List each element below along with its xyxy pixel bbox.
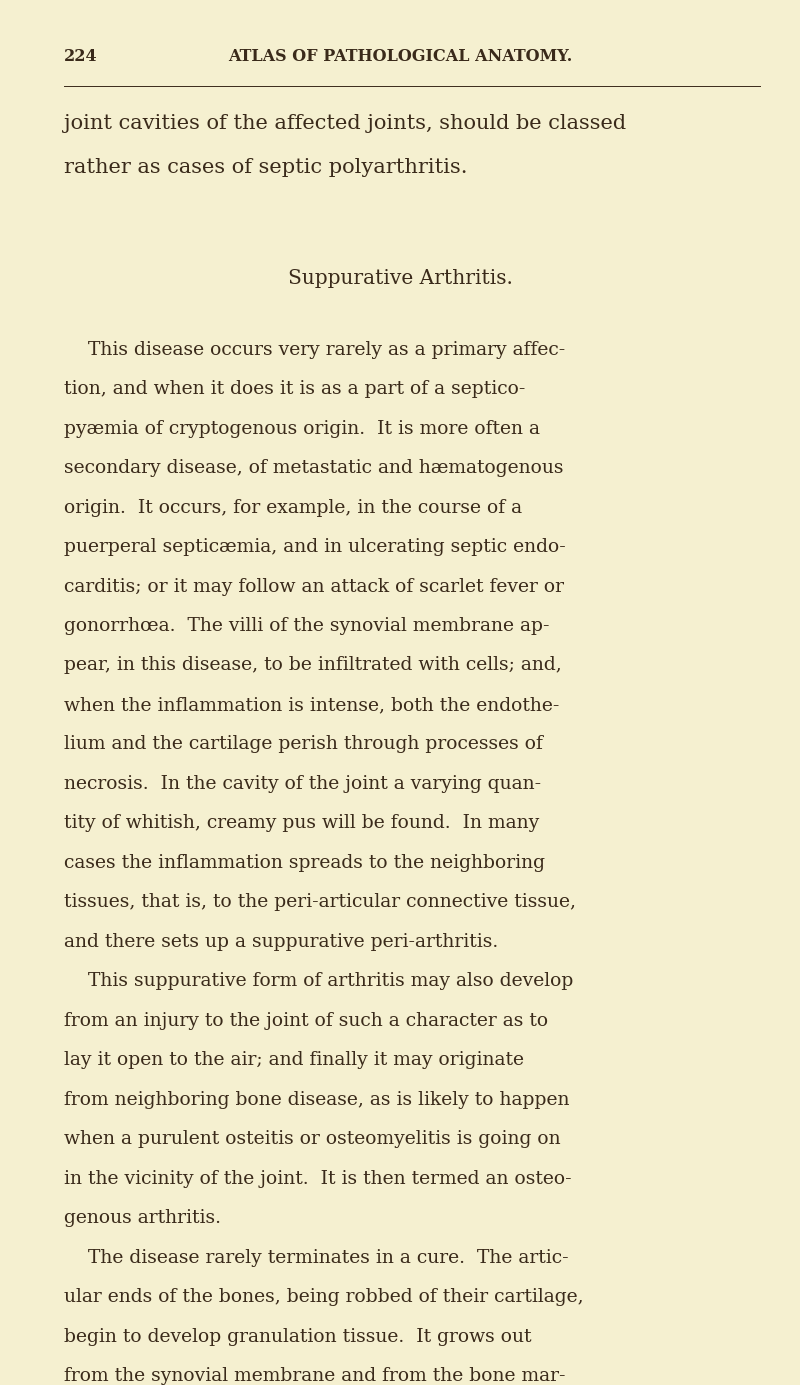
- Text: pyæmia of cryptogenous origin.  It is more often a: pyæmia of cryptogenous origin. It is mor…: [64, 420, 540, 438]
- Text: tion, and when it does it is as a part of a septico-: tion, and when it does it is as a part o…: [64, 381, 526, 397]
- Text: carditis; or it may follow an attack of scarlet fever or: carditis; or it may follow an attack of …: [64, 578, 564, 596]
- Text: secondary disease, of metastatic and hæmatogenous: secondary disease, of metastatic and hæm…: [64, 460, 563, 476]
- Text: when a purulent osteitis or osteomyelitis is going on: when a purulent osteitis or osteomyeliti…: [64, 1130, 561, 1148]
- Text: gonorrhœa.  The villi of the synovial membrane ap-: gonorrhœa. The villi of the synovial mem…: [64, 618, 550, 634]
- Text: Suppurative Arthritis.: Suppurative Arthritis.: [287, 269, 513, 288]
- Text: This disease occurs very rarely as a primary affec-: This disease occurs very rarely as a pri…: [64, 341, 566, 359]
- Text: puerperal septicæmia, and in ulcerating septic endo-: puerperal septicæmia, and in ulcerating …: [64, 539, 566, 555]
- Text: 224: 224: [64, 48, 98, 65]
- Text: lay it open to the air; and finally it may originate: lay it open to the air; and finally it m…: [64, 1051, 524, 1069]
- Text: from neighboring bone disease, as is likely to happen: from neighboring bone disease, as is lik…: [64, 1091, 570, 1108]
- Text: genous arthritis.: genous arthritis.: [64, 1209, 221, 1227]
- Text: rather as cases of septic polyarthritis.: rather as cases of septic polyarthritis.: [64, 158, 467, 177]
- Text: tissues, that is, to the peri-articular connective tissue,: tissues, that is, to the peri-articular …: [64, 893, 576, 911]
- Text: This suppurative form of arthritis may also develop: This suppurative form of arthritis may a…: [64, 972, 574, 990]
- Text: begin to develop granulation tissue.  It grows out: begin to develop granulation tissue. It …: [64, 1328, 531, 1345]
- Text: ular ends of the bones, being robbed of their cartilage,: ular ends of the bones, being robbed of …: [64, 1288, 584, 1306]
- Text: necrosis.  In the cavity of the joint a varying quan-: necrosis. In the cavity of the joint a v…: [64, 776, 541, 792]
- Text: and there sets up a suppurative peri-arthritis.: and there sets up a suppurative peri-art…: [64, 933, 498, 950]
- Text: ATLAS OF PATHOLOGICAL ANATOMY.: ATLAS OF PATHOLOGICAL ANATOMY.: [228, 48, 572, 65]
- Text: joint cavities of the affected joints, should be classed: joint cavities of the affected joints, s…: [64, 114, 626, 133]
- Text: pear, in this disease, to be infiltrated with cells; and,: pear, in this disease, to be infiltrated…: [64, 656, 562, 674]
- Text: origin.  It occurs, for example, in the course of a: origin. It occurs, for example, in the c…: [64, 499, 522, 517]
- Text: lium and the cartilage perish through processes of: lium and the cartilage perish through pr…: [64, 735, 543, 753]
- Text: when the inflammation is intense, both the endothe-: when the inflammation is intense, both t…: [64, 695, 559, 713]
- Text: from an injury to the joint of such a character as to: from an injury to the joint of such a ch…: [64, 1012, 548, 1029]
- Text: The disease rarely terminates in a cure.  The artic-: The disease rarely terminates in a cure.…: [64, 1249, 569, 1266]
- Text: from the synovial membrane and from the bone mar-: from the synovial membrane and from the …: [64, 1367, 566, 1385]
- Text: cases the inflammation spreads to the neighboring: cases the inflammation spreads to the ne…: [64, 855, 545, 871]
- Text: in the vicinity of the joint.  It is then termed an osteo-: in the vicinity of the joint. It is then…: [64, 1170, 572, 1187]
- Text: tity of whitish, creamy pus will be found.  In many: tity of whitish, creamy pus will be foun…: [64, 814, 539, 832]
